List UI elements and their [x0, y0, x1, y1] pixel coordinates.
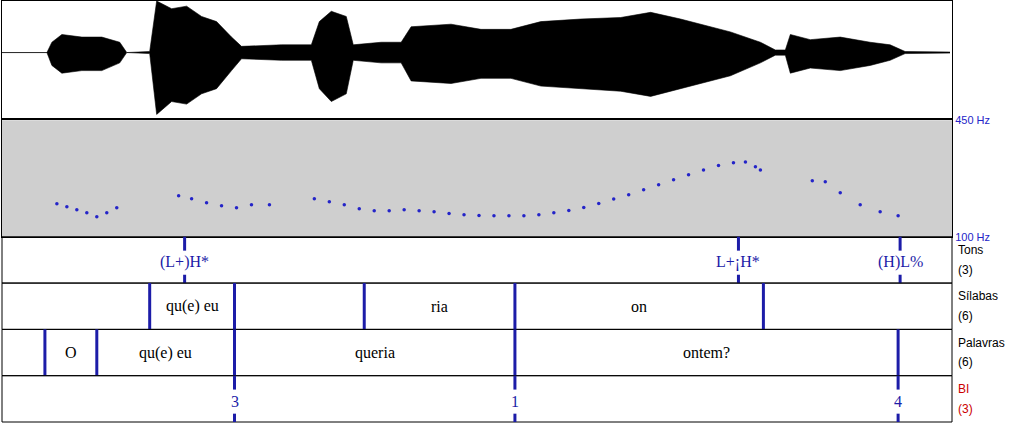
svg-text:100 Hz: 100 Hz — [955, 231, 990, 243]
svg-text:ontem?: ontem? — [683, 344, 730, 361]
svg-text:(6): (6) — [958, 355, 973, 369]
svg-text:(6): (6) — [958, 309, 973, 323]
svg-text:ria: ria — [431, 298, 448, 315]
svg-text:on: on — [631, 298, 647, 315]
svg-text:BI: BI — [958, 382, 969, 396]
svg-text:(L+)H*: (L+)H* — [160, 253, 209, 271]
svg-text:Tons: Tons — [958, 243, 983, 257]
svg-text:1: 1 — [511, 393, 519, 410]
svg-text:queria: queria — [355, 344, 395, 362]
svg-text:(H)L%: (H)L% — [878, 253, 923, 271]
svg-text:L+¡H*: L+¡H* — [716, 253, 760, 271]
svg-text:(3): (3) — [958, 402, 973, 416]
svg-text:4: 4 — [894, 393, 902, 410]
svg-text:3: 3 — [231, 393, 239, 410]
svg-text:Palavras: Palavras — [958, 336, 1005, 350]
svg-text:(3): (3) — [958, 263, 973, 277]
svg-text:Sílabas: Sílabas — [958, 289, 998, 303]
svg-text:O: O — [65, 344, 77, 361]
svg-text:450 Hz: 450 Hz — [955, 114, 990, 126]
svg-text:qu(e) eu: qu(e) eu — [139, 344, 192, 362]
svg-text:qu(e) eu: qu(e) eu — [166, 297, 219, 315]
